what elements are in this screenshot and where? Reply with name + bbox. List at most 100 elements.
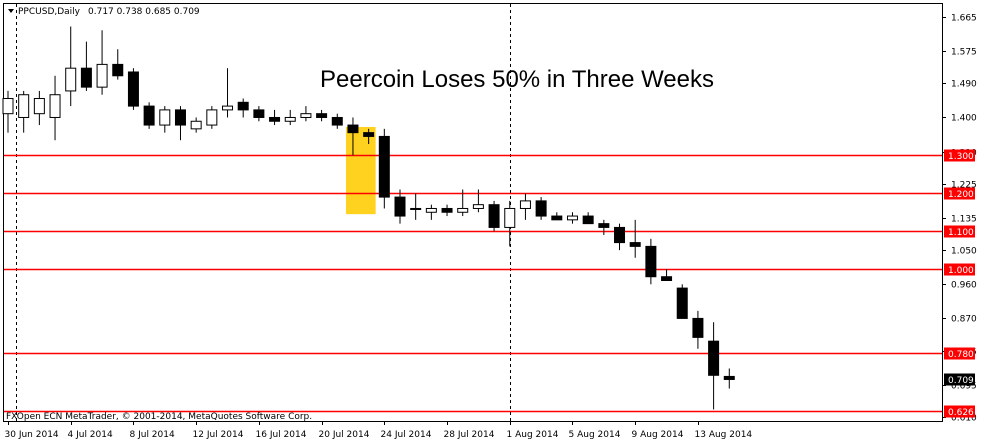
level-label: 0.780 bbox=[948, 350, 974, 360]
candle-body-bear bbox=[237, 101, 249, 111]
candle bbox=[708, 322, 720, 410]
x-tick-label: 13 Aug 2014 bbox=[695, 430, 753, 440]
candle-body-bear bbox=[598, 223, 610, 228]
candle bbox=[598, 219, 610, 236]
y-tick-label: 0.960 bbox=[951, 281, 977, 291]
candle bbox=[441, 204, 453, 217]
candle bbox=[316, 109, 328, 122]
candle-body-bear bbox=[80, 67, 92, 88]
candle bbox=[645, 238, 657, 285]
candle-body-bull bbox=[472, 204, 484, 209]
candle bbox=[206, 106, 218, 129]
x-tick-label: 9 Aug 2014 bbox=[632, 430, 684, 440]
y-tick-label: 0.695 bbox=[951, 382, 977, 392]
x-tick-label: 4 Jul 2014 bbox=[68, 430, 113, 440]
x-tick-label: 24 Jul 2014 bbox=[381, 430, 432, 440]
candle bbox=[378, 128, 390, 209]
candle-body-bear bbox=[488, 204, 500, 228]
header-info: PPCUSD,Daily 0.717 0.738 0.685 0.709 bbox=[8, 7, 200, 17]
symbol-info: PPCUSD,Daily bbox=[18, 7, 81, 17]
expand-arrow-icon[interactable] bbox=[8, 9, 14, 13]
y-tick-label: 1.135 bbox=[951, 215, 977, 225]
candle bbox=[472, 189, 484, 213]
candle bbox=[457, 189, 469, 217]
x-tick-label: 1 Aug 2014 bbox=[507, 430, 559, 440]
candle bbox=[2, 90, 14, 133]
level-label-bg bbox=[944, 405, 975, 418]
candle-body-bear bbox=[174, 109, 186, 126]
y-tick-label: 1.575 bbox=[951, 48, 977, 58]
candle-body-bull bbox=[65, 67, 77, 92]
chart-title: Peercoin Loses 50% in Three Weeks bbox=[320, 66, 714, 93]
candle bbox=[488, 200, 500, 232]
candle bbox=[96, 30, 108, 95]
candle-body-bear bbox=[394, 196, 406, 217]
candle-body-bull bbox=[284, 116, 296, 122]
candle bbox=[551, 212, 563, 221]
current-price-marker: 0.709 bbox=[944, 373, 975, 386]
candles bbox=[2, 26, 735, 410]
x-tick-label: 20 Jul 2014 bbox=[319, 430, 370, 440]
candle-body-bear bbox=[645, 245, 657, 278]
candle-body-bear bbox=[629, 242, 641, 247]
candle bbox=[425, 204, 437, 220]
candle-body-bear bbox=[692, 317, 704, 338]
x-tick-label: 5 Aug 2014 bbox=[569, 430, 621, 440]
candle-body-bear bbox=[316, 113, 328, 118]
candle bbox=[65, 26, 77, 107]
candle-body-bear bbox=[708, 340, 720, 376]
y-tick-label: 1.400 bbox=[951, 114, 977, 124]
copyright-footer: FXOpen ECN MetaTrader, © 2001-2014, Meta… bbox=[6, 412, 312, 422]
candle-body-bear bbox=[723, 375, 735, 380]
candle bbox=[159, 106, 171, 133]
y-tick-label: 0.610 bbox=[951, 414, 977, 424]
candle bbox=[519, 193, 531, 220]
candle-body-bear bbox=[331, 116, 343, 126]
candle-body-bear bbox=[143, 105, 155, 126]
candle bbox=[127, 68, 139, 110]
candle-body-bull bbox=[18, 94, 30, 118]
candle bbox=[174, 106, 186, 141]
level-label-bg bbox=[944, 149, 975, 162]
candle-body-bull bbox=[519, 200, 531, 209]
plot-frame bbox=[3, 3, 943, 422]
x-tick-label: 8 Jul 2014 bbox=[130, 430, 175, 440]
price-axis: 1.6651.5751.4901.4001.3101.2251.1351.050… bbox=[942, 14, 977, 424]
candle-body-bull bbox=[190, 120, 202, 130]
candle-body-bear bbox=[347, 124, 359, 134]
candle-body-bull bbox=[96, 63, 108, 88]
highlight-box bbox=[345, 126, 376, 215]
candle bbox=[253, 106, 265, 122]
candle-body-bull bbox=[49, 94, 61, 118]
candle bbox=[566, 212, 578, 224]
candle-body-bull bbox=[33, 98, 45, 115]
candle bbox=[300, 106, 312, 122]
candle bbox=[676, 284, 688, 319]
candle-body-bull bbox=[222, 105, 234, 111]
ohlc-values: 0.717 0.738 0.685 0.709 bbox=[88, 7, 200, 17]
candle-body-bear bbox=[253, 109, 265, 118]
candle bbox=[629, 219, 641, 258]
x-tick-label: 30 Jun 2014 bbox=[5, 430, 59, 440]
candle-body-bull bbox=[2, 98, 14, 115]
candle bbox=[237, 98, 249, 118]
candle bbox=[504, 200, 516, 247]
candle bbox=[222, 68, 234, 118]
candle bbox=[614, 223, 626, 251]
current-price-bg bbox=[944, 373, 975, 386]
candle bbox=[582, 212, 594, 225]
x-tick-label: 12 Jul 2014 bbox=[193, 430, 244, 440]
candle-body-bull bbox=[425, 207, 437, 213]
level-label: 0.626 bbox=[948, 408, 974, 418]
candle-body-bear bbox=[661, 276, 673, 282]
candle-body-bull bbox=[566, 215, 578, 221]
candle-body-bear bbox=[582, 215, 594, 225]
candle bbox=[112, 49, 124, 80]
candle bbox=[80, 41, 92, 91]
candle bbox=[143, 102, 155, 129]
candle bbox=[347, 117, 359, 156]
candle-body-bear bbox=[363, 132, 375, 137]
candle bbox=[410, 193, 422, 220]
candle bbox=[284, 109, 296, 126]
